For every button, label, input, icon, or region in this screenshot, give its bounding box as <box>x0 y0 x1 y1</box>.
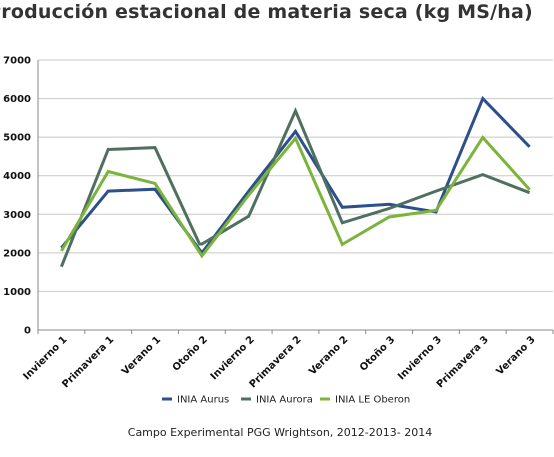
x-tick-label: Verano 3 <box>495 334 538 377</box>
axes <box>37 60 554 334</box>
series-line-1 <box>60 95 531 256</box>
y-tick-label: 2000 <box>3 248 31 259</box>
chart-caption: Campo Experimental PGG Wrightson, 2012-2… <box>128 426 432 439</box>
chart-title: Producción estacional de materia seca (k… <box>0 1 533 23</box>
y-axis-ticks: 0 1000 2000 3000 4000 5000 6000 7000 <box>3 56 31 337</box>
y-tick-label: 6000 <box>3 94 31 105</box>
legend: INIA Aurus INIA Aurora INIA LE Oberon <box>162 395 410 406</box>
y-tick-label: 4000 <box>3 171 31 182</box>
series-lines <box>60 95 531 268</box>
x-tick-label: Invierno 1 <box>21 334 69 382</box>
legend-label: INIA Aurus <box>177 395 229 406</box>
x-tick-label: Invierno 3 <box>396 334 444 382</box>
x-tick-label: Otoño 3 <box>358 334 397 373</box>
y-tick-label: 3000 <box>3 210 31 221</box>
legend-label: INIA Aurora <box>256 395 313 406</box>
x-tick-label: Otoño 2 <box>171 334 210 373</box>
x-tick-label: Invierno 2 <box>209 334 257 382</box>
y-tick-label: 1000 <box>3 287 31 298</box>
y-tick-label: 0 <box>24 326 31 337</box>
series-line-3 <box>60 135 531 259</box>
x-tick-label: Verano 1 <box>120 334 163 377</box>
x-tick-label: Verano 2 <box>307 334 350 377</box>
series-line-2 <box>60 107 531 268</box>
legend-label: INIA LE Oberon <box>335 395 410 406</box>
y-tick-label: 5000 <box>3 133 31 144</box>
y-tick-label: 7000 <box>3 56 31 67</box>
